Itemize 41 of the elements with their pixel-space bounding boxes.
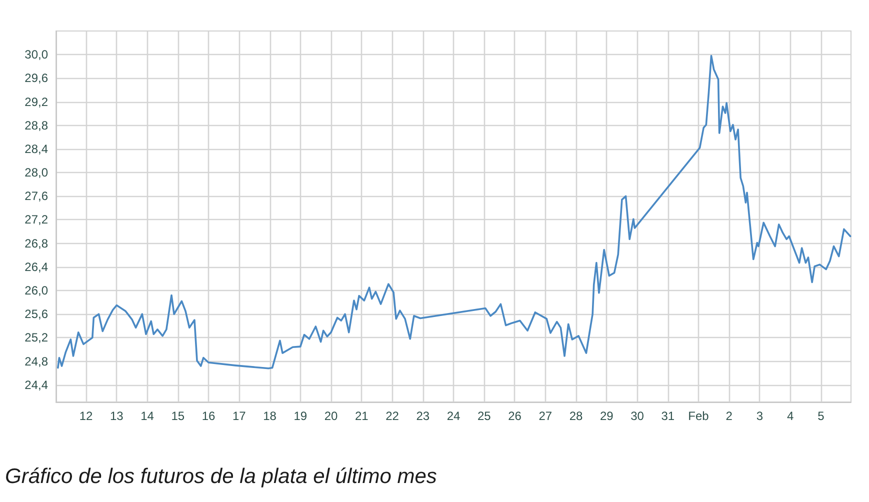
y-tick-label: 25,2 xyxy=(24,330,48,345)
x-tick-label: 28 xyxy=(569,409,583,423)
y-tick-label: 28,8 xyxy=(24,118,48,132)
y-tick-label: 30,0 xyxy=(24,48,48,62)
x-tick-label: 17 xyxy=(232,409,246,423)
y-tick-label: 24,4 xyxy=(24,378,48,392)
x-tick-label: 5 xyxy=(818,409,825,423)
y-tick-label: 24,8 xyxy=(24,354,48,368)
y-tick-label: 25,6 xyxy=(24,307,48,322)
x-tick-label: 13 xyxy=(110,409,124,423)
y-tick-label: 27,2 xyxy=(24,212,48,227)
x-tick-label: 4 xyxy=(787,409,794,423)
y-tick-label: 29,6 xyxy=(24,71,48,86)
x-tick-label: 18 xyxy=(263,409,277,423)
x-tick-label: 19 xyxy=(294,409,308,423)
text: Gráfico de los futuros de la plata el último mes xyxy=(5,465,438,488)
x-tick-label: 30 xyxy=(630,409,644,423)
x-tick-label: 27 xyxy=(538,409,552,423)
y-tick-label: 27,6 xyxy=(24,189,48,204)
x-tick-label: 25 xyxy=(477,409,492,423)
y-tick-label: 28,4 xyxy=(24,142,48,156)
x-tick-label: 2 xyxy=(726,409,733,423)
x-tick-label: 22 xyxy=(386,409,400,423)
x-tick-label: 12 xyxy=(79,409,93,423)
x-tick-label: 3 xyxy=(756,409,764,423)
y-tick-label: 29,2 xyxy=(24,94,48,109)
x-tick-label: 16 xyxy=(202,409,216,423)
x-tick-label: 31 xyxy=(661,409,675,423)
x-tick-label: 29 xyxy=(600,409,614,423)
y-tick-label: 26,8 xyxy=(24,236,48,250)
x-tick-label: Feb xyxy=(688,409,710,423)
x-tick-label: 26 xyxy=(508,409,522,423)
y-tick-label: 26,4 xyxy=(24,260,48,274)
y-tick-label: 28,0 xyxy=(24,166,48,180)
x-tick-label: 23 xyxy=(416,409,430,423)
x-tick-label: 21 xyxy=(354,409,369,423)
x-tick-label: 14 xyxy=(140,409,154,423)
x-tick-label: 24 xyxy=(446,409,460,423)
x-tick-label: 20 xyxy=(324,409,338,423)
x-tick-label: 15 xyxy=(171,409,185,423)
y-tick-label: 26,0 xyxy=(24,284,48,298)
